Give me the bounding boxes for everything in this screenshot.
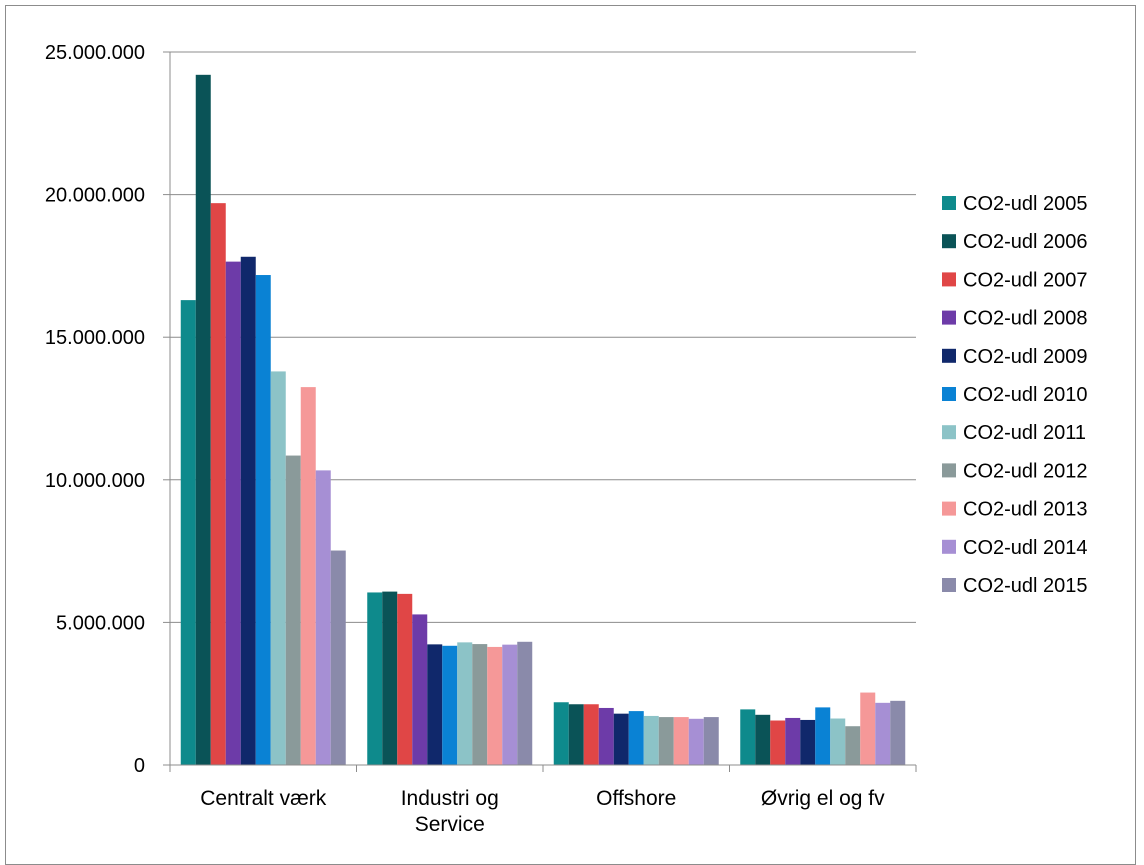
bar [330,550,346,765]
bar [598,707,614,765]
bar [890,700,906,765]
x-category-labels: Centralt værk Industri og Service Offshore Ø… [200,787,885,836]
legend-label: CO2-udl 2013 [963,499,1088,521]
legend-label: CO2-udl 2015 [963,575,1088,597]
bar [180,300,196,765]
legend-swatch [942,425,956,440]
bar [225,261,241,765]
bar [195,74,211,766]
bar [740,709,756,765]
legend: CO2-udl 2005 CO2-udl 2006 CO2-udl 2007 CO2-… [942,193,1088,597]
bar [845,726,861,765]
bar-chart: 0 5.000.000 10.000.000 15.000.000 20.000.000… [45,42,1088,836]
bar [285,455,301,765]
legend-swatch [942,272,956,287]
x-category-label: Centralt værk [200,787,327,810]
bar [583,704,599,765]
legend-swatch [942,539,956,554]
y-tick-label: 5.000.000 [56,612,145,634]
bar [397,593,413,765]
bar [367,592,383,765]
bar [688,718,704,765]
y-tick-label: 10.000.000 [45,470,145,492]
bar [240,256,256,765]
bar [315,470,331,765]
bar [628,711,644,765]
bar [815,707,831,765]
legend-label: CO2-udl 2008 [963,308,1088,330]
bar [382,591,398,765]
bar [860,692,876,765]
bar [673,717,689,765]
legend-label: CO2-udl 2006 [963,231,1088,253]
legend-label: CO2-udl 2010 [963,384,1088,406]
y-tick-label: 0 [134,755,145,777]
legend-label: CO2-udl 2009 [963,346,1088,368]
bar [830,718,846,765]
legend-swatch [942,463,956,478]
axes [163,51,917,772]
bar [472,644,488,765]
bar [875,702,891,765]
legend-label: CO2-udl 2012 [963,460,1088,482]
legend-label: CO2-udl 2005 [963,193,1088,215]
bar [800,719,816,765]
bar [487,646,503,765]
bar [300,387,316,765]
legend-label: CO2-udl 2007 [963,269,1088,291]
x-category-label: Øvrig el og fv [761,787,885,810]
legend-swatch [942,578,956,592]
legend-swatch [942,196,956,210]
bar [517,641,533,765]
bar [502,644,518,765]
legend-label: CO2-udl 2011 [963,422,1086,444]
legend-swatch [942,234,956,249]
legend-swatch [942,348,956,363]
y-tick-labels: 0 5.000.000 10.000.000 15.000.000 20.000.000… [45,42,145,777]
legend-swatch [942,310,956,325]
bar [568,704,584,765]
bar [785,717,801,765]
bars [180,74,906,766]
bar [658,717,674,765]
legend-swatch [942,501,956,516]
y-tick-label: 25.000.000 [45,42,145,64]
y-tick-label: 20.000.000 [45,185,145,207]
bar [770,720,786,765]
y-tick-label: 15.000.000 [45,327,145,349]
bar [210,203,226,765]
bar [613,713,629,765]
legend-swatch [942,387,956,401]
bar [643,715,659,765]
x-category-label: Offshore [596,787,676,810]
bar [553,702,569,765]
bar [755,714,771,765]
bar [457,642,473,765]
bar [412,614,428,765]
bar [255,275,271,765]
bar [270,371,286,765]
x-category-label: Industri og Service [401,787,499,836]
bar [442,645,458,765]
bar [703,717,719,765]
legend-label: CO2-udl 2014 [963,537,1088,559]
bar [427,644,443,765]
